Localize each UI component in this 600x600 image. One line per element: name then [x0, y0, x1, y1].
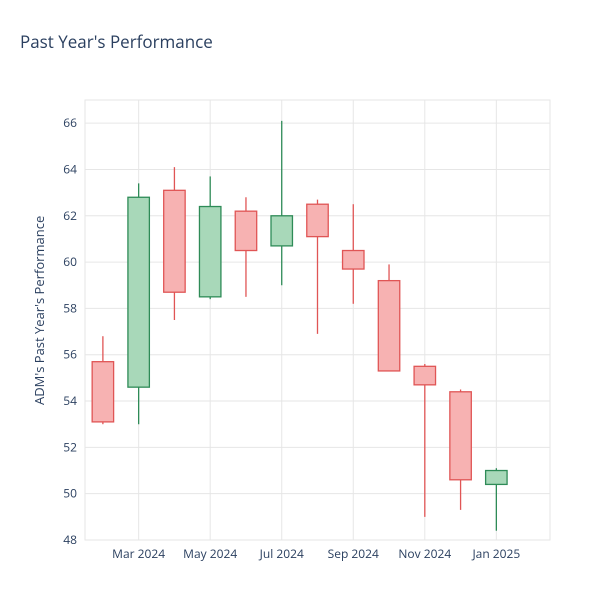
x-tick-label: Nov 2024 [398, 545, 451, 562]
candle-body [307, 204, 328, 236]
x-tick-label: Mar 2024 [112, 545, 165, 562]
candle-body [486, 471, 507, 485]
y-tick-label: 60 [63, 253, 77, 270]
candle-body [164, 190, 185, 292]
y-tick-label: 66 [63, 114, 77, 131]
y-tick-label: 50 [63, 485, 77, 502]
y-tick-label: 52 [63, 438, 77, 455]
candle-body [199, 207, 220, 297]
candle-body [450, 392, 471, 480]
x-tick-label: Jul 2024 [259, 545, 304, 562]
y-tick-label: 56 [63, 346, 77, 363]
y-tick-label: 58 [63, 299, 77, 316]
candle-body [343, 251, 364, 270]
candle-body [128, 197, 149, 387]
candle-body [92, 362, 113, 422]
y-tick-label: 48 [63, 531, 77, 548]
y-tick-label: 64 [63, 160, 77, 177]
candle-body [414, 366, 435, 385]
y-tick-label: 54 [63, 392, 77, 409]
candle-body [235, 211, 256, 250]
y-tick-label: 62 [63, 207, 77, 224]
x-tick-label: Sep 2024 [328, 545, 379, 562]
candlestick-plot: 48 50 52 54 56 58 60 62 64 66 Mar 2024 May 2024 Jul … [0, 0, 600, 600]
candle-body [271, 216, 292, 246]
chart-container: Past Year's Performance ADM's Past Year'… [0, 0, 600, 600]
x-tick-label: May 2024 [183, 545, 237, 562]
candle-body [378, 281, 399, 371]
x-tick-label: Jan 2025 [471, 545, 520, 562]
